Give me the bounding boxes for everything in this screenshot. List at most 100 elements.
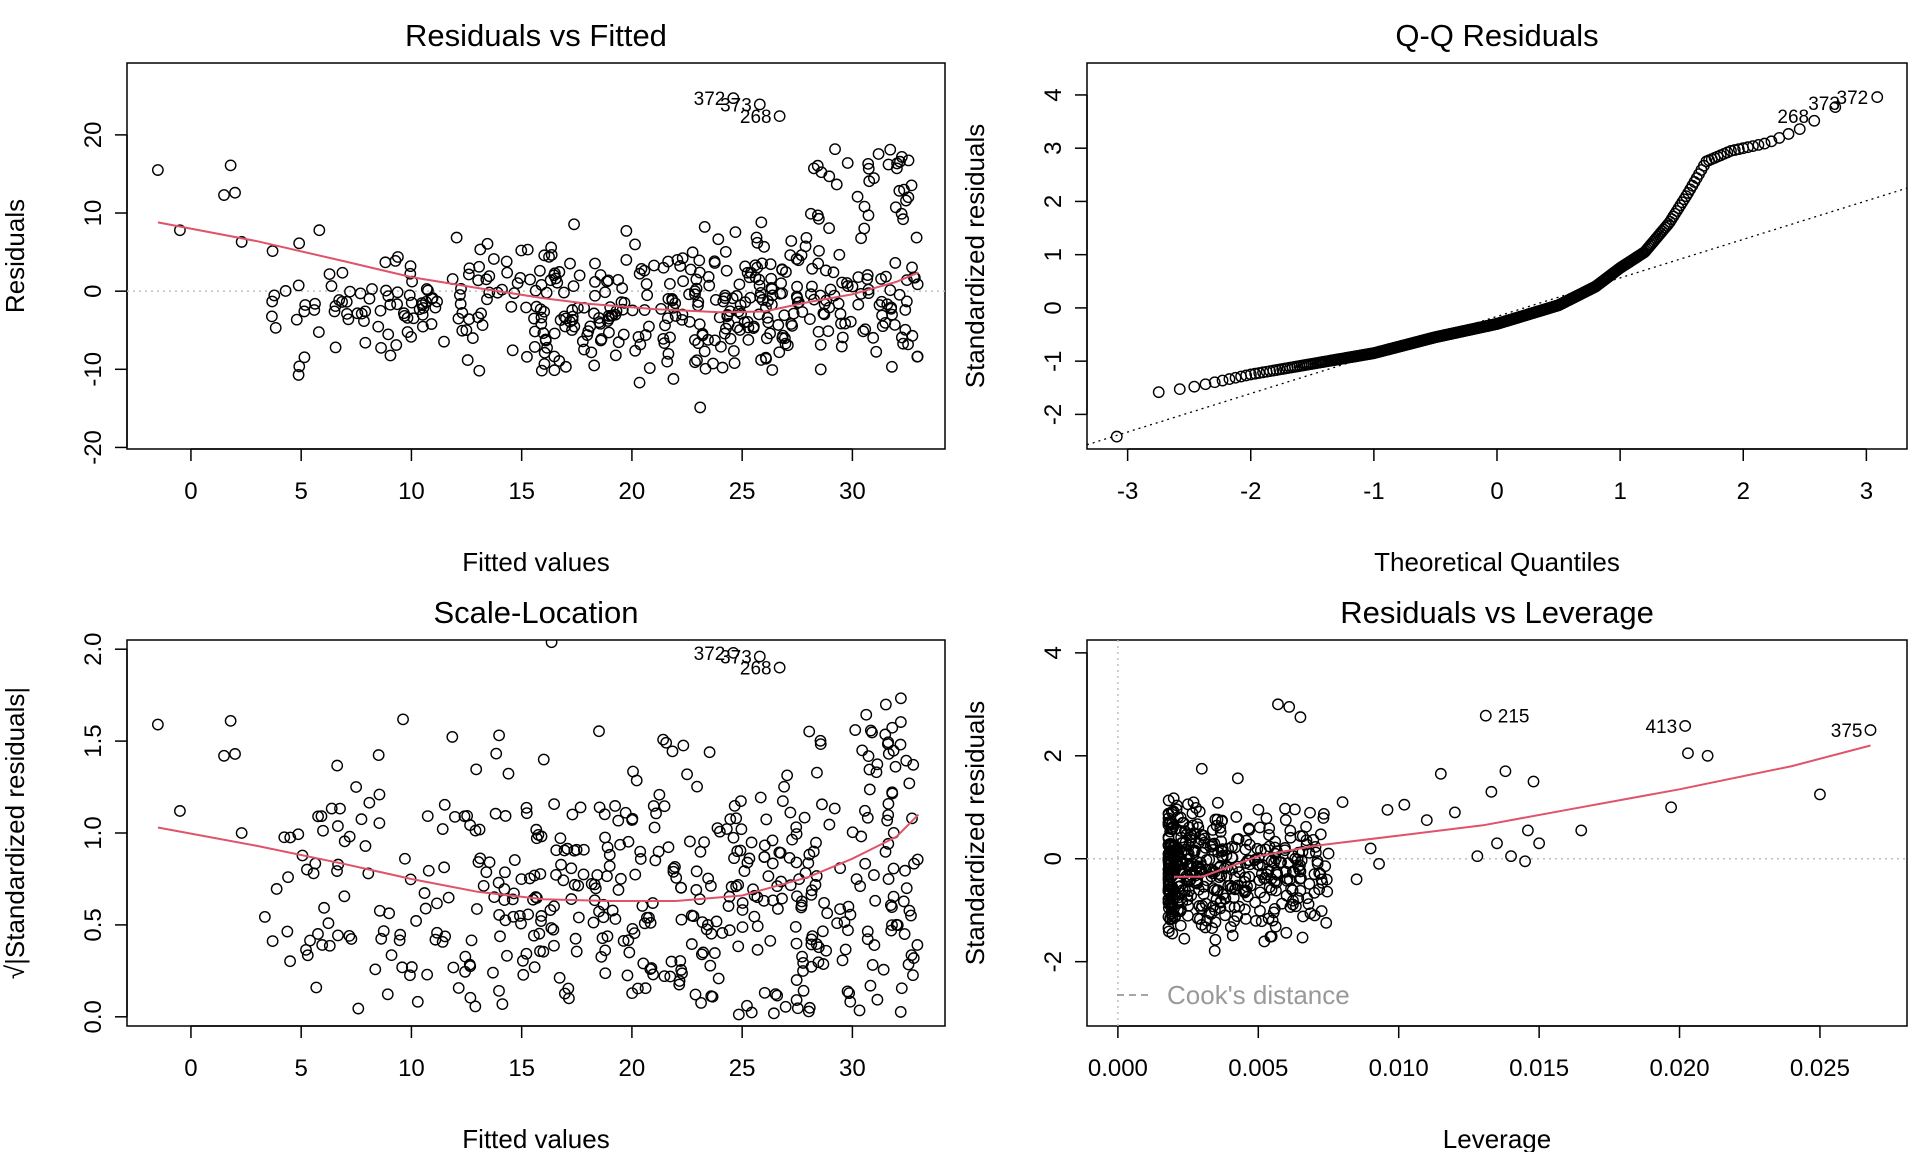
rvl-point	[1220, 849, 1233, 862]
sl-point	[887, 744, 900, 757]
rvf-point	[875, 295, 888, 308]
rvf-x-tick-label: 10	[398, 478, 425, 505]
sl-point	[597, 911, 610, 924]
rvf-point	[593, 316, 606, 329]
rvf-y-tick-label: 20	[80, 122, 107, 149]
sl-point	[821, 907, 834, 920]
rvf-point	[481, 293, 493, 306]
sl-point	[438, 798, 451, 811]
sl-point	[452, 982, 465, 994]
rvf-point	[538, 305, 551, 318]
rvf-points	[151, 92, 924, 414]
rvf-point	[589, 289, 601, 302]
sl-point	[732, 1008, 745, 1021]
sl-point	[758, 986, 771, 999]
sl-point	[695, 948, 708, 961]
rvf-plot-frame	[126, 62, 946, 450]
sl-point	[499, 914, 512, 927]
rvl-point	[1228, 915, 1240, 928]
rvf-point	[886, 308, 898, 321]
sl-point	[751, 920, 764, 933]
rvf-point	[677, 275, 690, 288]
rvf-point	[589, 257, 601, 270]
sl-point	[805, 960, 818, 973]
rvf-point	[689, 356, 701, 369]
rvf-point	[329, 341, 342, 354]
sl-point	[790, 828, 803, 840]
rvf-point	[329, 300, 342, 312]
qq-panel: Q-Q Residuals -3 -2 -1 0 1 2 3 Theoretical Quant…	[960, 18, 1908, 577]
rvf-point	[694, 401, 707, 414]
rvf-point	[483, 270, 496, 283]
rvf-point	[545, 241, 558, 254]
sl-point	[766, 857, 779, 870]
rvl-point	[1224, 882, 1237, 895]
sl-point	[612, 884, 625, 896]
rvf-point	[643, 362, 656, 374]
sl-point	[817, 958, 830, 970]
sl-point	[603, 848, 616, 861]
rvf-point	[753, 98, 766, 111]
sl-point	[639, 982, 652, 995]
qq-point	[1676, 196, 1689, 209]
sl-point	[861, 811, 874, 824]
sl-point	[727, 831, 740, 844]
sl-point	[732, 940, 745, 953]
rvl-point	[1207, 882, 1220, 895]
rvf-point	[699, 362, 712, 375]
qq-point	[1808, 114, 1821, 127]
rvf-point	[841, 277, 853, 289]
sl-point	[338, 890, 351, 903]
sl-x-tick-label: 30	[839, 1055, 866, 1082]
sl-point	[881, 814, 894, 827]
sl-point	[606, 904, 619, 917]
rvf-point	[511, 277, 524, 290]
rvl-point	[1162, 893, 1175, 906]
rvf-point	[830, 178, 843, 191]
rvf-point	[805, 288, 817, 301]
rvl-point	[1162, 794, 1175, 807]
sl-point	[886, 787, 899, 800]
sl-point	[796, 950, 808, 963]
rvf-point	[496, 283, 508, 296]
sl-point	[762, 870, 775, 883]
qq-point	[1110, 430, 1123, 443]
sl-point	[685, 938, 698, 950]
sl-point	[841, 985, 854, 998]
sl-point	[312, 928, 324, 940]
sl-point	[323, 939, 336, 952]
sl-point	[499, 866, 511, 879]
sl-point	[736, 904, 749, 916]
rvl-point	[1317, 807, 1330, 820]
sl-point	[572, 911, 585, 924]
sl-point	[900, 882, 913, 895]
sl-point	[235, 827, 248, 839]
sl-point	[577, 868, 590, 881]
rvf-point	[773, 346, 786, 359]
rvl-plot-frame	[1086, 639, 1908, 1027]
rvf-point	[475, 307, 487, 320]
rvf-point	[588, 359, 601, 372]
sl-point	[520, 807, 533, 820]
sl-point	[877, 963, 890, 976]
rvf-point	[588, 307, 600, 320]
rvl-point	[1279, 814, 1292, 826]
sl-point	[535, 910, 548, 922]
rvf-point	[538, 358, 551, 370]
sl-point	[598, 808, 611, 821]
rvf-point	[390, 339, 403, 351]
sl-point	[499, 810, 512, 822]
rvf-point	[863, 175, 876, 188]
rvf-point	[881, 298, 894, 311]
rvl-point	[1176, 884, 1189, 896]
sl-point	[683, 835, 696, 848]
rvf-point	[528, 312, 540, 325]
rvf-point	[755, 354, 767, 366]
sl-point	[317, 824, 329, 837]
rvf-point	[862, 287, 875, 300]
sl-point	[547, 923, 560, 936]
rvl-point	[1302, 898, 1315, 911]
sl-point	[555, 858, 567, 871]
sl-x-tick-label: 0	[184, 1055, 197, 1082]
